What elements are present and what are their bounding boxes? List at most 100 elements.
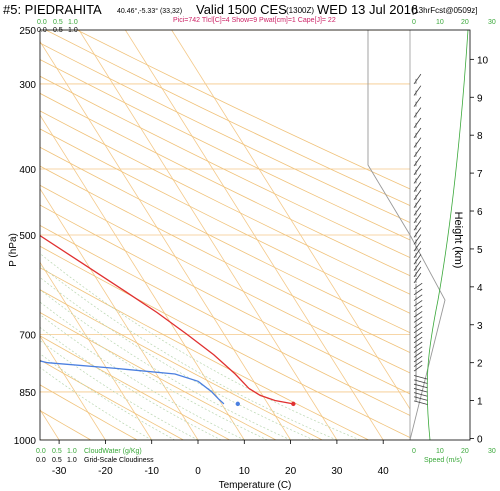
moist-adiabat bbox=[40, 253, 361, 440]
wind-barb bbox=[413, 341, 423, 349]
dry-adiabat bbox=[45, 30, 410, 207]
plot-frame bbox=[39, 29, 471, 441]
speed-tick-top-0: 0 bbox=[412, 19, 416, 26]
dry-adiabat bbox=[40, 59, 410, 241]
wind-barb bbox=[413, 220, 422, 231]
wind-barb bbox=[413, 260, 422, 271]
speed-tick-top-3: 30 bbox=[488, 19, 496, 26]
wind-barb bbox=[413, 355, 423, 363]
wind-speed-line bbox=[426, 29, 469, 441]
wind-barb bbox=[413, 146, 422, 158]
cw-tick-bottom-2: 1.0 bbox=[67, 448, 77, 455]
pressure-tick-700: 700 bbox=[19, 331, 36, 342]
speed-label: Speed (m/s) bbox=[424, 457, 462, 464]
isotherm bbox=[171, 30, 410, 410]
dry-adiabat bbox=[40, 224, 410, 416]
cl-tick-bottom-1: 0.5 bbox=[52, 457, 62, 464]
dewpoint-surface-marker bbox=[235, 401, 240, 407]
utc-time: (1300Z) bbox=[286, 6, 314, 15]
forecast-run: [13hrFcst@0509z] bbox=[412, 6, 477, 15]
isotherm bbox=[40, 114, 245, 440]
wind-barb bbox=[413, 400, 428, 405]
wind-barb bbox=[413, 197, 422, 208]
dry-adiabat bbox=[40, 312, 277, 440]
temperature-axis-label: Temperature (C) bbox=[219, 480, 292, 491]
height-tick-10: 10 bbox=[477, 55, 489, 66]
wind-barb bbox=[413, 107, 422, 118]
cw-tick-top-1: 0.5 bbox=[53, 19, 63, 26]
dry-adiabat bbox=[40, 184, 410, 374]
pressure-tick-850: 850 bbox=[19, 388, 36, 399]
wind-barb bbox=[413, 189, 422, 201]
temp-tick-0: 0 bbox=[195, 466, 201, 477]
cl-tick-top-2: 1.0 bbox=[68, 27, 78, 34]
terrain-outline bbox=[367, 30, 446, 441]
wind-barb bbox=[413, 300, 423, 307]
speed-tick-bottom-0: 0 bbox=[412, 448, 416, 455]
height-tick-3: 3 bbox=[477, 321, 483, 332]
wind-barb bbox=[413, 316, 423, 323]
dry-adiabat bbox=[40, 165, 410, 353]
speed-tick-bottom-2: 20 bbox=[461, 448, 469, 455]
thermo-background bbox=[40, 30, 410, 440]
height-tick-5: 5 bbox=[477, 245, 483, 256]
height-tick-8: 8 bbox=[477, 131, 483, 142]
wind-barb bbox=[413, 326, 423, 334]
dry-adiabat bbox=[40, 359, 184, 440]
wind-barb bbox=[413, 117, 422, 129]
wind-barb bbox=[413, 282, 423, 290]
dry-adiabat bbox=[40, 335, 230, 440]
height-tick-9: 9 bbox=[477, 93, 483, 104]
wind-barb bbox=[413, 336, 423, 344]
wind-barb bbox=[413, 241, 422, 252]
height-tick-6: 6 bbox=[477, 207, 483, 218]
wind-barb bbox=[413, 294, 423, 301]
wind-barb bbox=[413, 272, 422, 284]
height-tick-2: 2 bbox=[477, 359, 483, 370]
temp-tick-40: 40 bbox=[378, 466, 390, 477]
wind-barb bbox=[413, 247, 422, 258]
wind-barb bbox=[413, 364, 423, 372]
pressure-tick-500: 500 bbox=[19, 231, 36, 242]
cl-tick-top-1: 0.5 bbox=[53, 27, 63, 34]
gridscale-label: Grid-Scale Cloudiness bbox=[84, 457, 154, 464]
speed-tick-top-2: 20 bbox=[461, 19, 469, 26]
wind-barb bbox=[413, 288, 423, 296]
dewpoint-profile bbox=[40, 360, 225, 405]
height-tick-1: 1 bbox=[477, 397, 483, 408]
cl-tick-top-0: 0.0 bbox=[37, 27, 47, 34]
temp-tick-10: 10 bbox=[239, 466, 251, 477]
speed-tick-top-1: 10 bbox=[436, 19, 444, 26]
dry-adiabat bbox=[40, 110, 410, 295]
wind-barb bbox=[413, 212, 422, 224]
cw-tick-top-0: 0.0 bbox=[37, 19, 47, 26]
station-coords: 40.46°,-5.33° (33,32) bbox=[117, 7, 182, 15]
speed-tick-bottom-1: 10 bbox=[436, 448, 444, 455]
moist-adiabat bbox=[40, 277, 314, 440]
wind-barb bbox=[413, 331, 423, 339]
cl-tick-bottom-0: 0.0 bbox=[36, 457, 46, 464]
wind-barb bbox=[413, 254, 422, 265]
pressure-tick-400: 400 bbox=[19, 165, 36, 176]
height-tick-4: 4 bbox=[477, 283, 483, 294]
wind-barb bbox=[413, 346, 423, 353]
valid-time: Valid 1500 CES bbox=[196, 2, 287, 17]
moist-adiabat bbox=[40, 289, 291, 440]
wind-barb bbox=[413, 173, 422, 184]
wind-panel bbox=[367, 29, 469, 441]
wind-barb bbox=[413, 266, 422, 278]
stability-indices: Pici=742 Tlcl[C]=4 Show=9 Pwat[cm]=1 Cap… bbox=[173, 17, 336, 24]
pressure-tick-250: 250 bbox=[19, 26, 36, 37]
dry-adiabat bbox=[40, 42, 410, 223]
wind-barb bbox=[413, 73, 422, 85]
pressure-tick-1000: 1000 bbox=[14, 436, 37, 447]
forecast-date: WED 13 Jul 2016 bbox=[317, 2, 418, 17]
temperature-profile bbox=[40, 234, 294, 405]
wind-barb bbox=[413, 227, 422, 238]
dry-adiabat bbox=[40, 92, 410, 277]
isotherm bbox=[40, 335, 106, 440]
moist-adiabat bbox=[40, 340, 199, 440]
sounding-profiles bbox=[40, 234, 296, 407]
isotherm bbox=[78, 30, 338, 440]
